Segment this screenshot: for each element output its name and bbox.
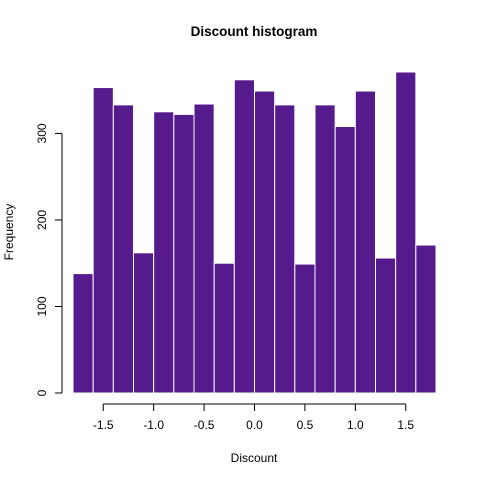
y-tick-label: 200 [35,210,49,230]
histogram-bar [72,273,94,394]
histogram-bar [153,111,175,394]
y-axis-label: Frequency [2,204,16,261]
x-tick-label: 1.0 [347,418,364,432]
histogram-bar [92,87,114,394]
histogram-bar [274,104,296,394]
x-tick-label: 0.5 [297,418,314,432]
histogram-bar [133,252,155,394]
histogram-bar [233,79,255,394]
x-axis: -1.5 -1.0 -0.5 0.0 0.5 1.0 1.5 [93,403,414,432]
y-tick-label: 100 [35,296,49,316]
histogram-bar [173,113,195,394]
x-tick-label: 0.0 [246,418,263,432]
histogram-bar [294,263,316,394]
x-tick-label: -1.5 [93,418,114,432]
histogram-bar [415,244,437,394]
histogram-bar [213,262,235,394]
histogram-bar [334,126,356,394]
histogram-bar [193,103,215,394]
y-axis: 0 100 200 300 [35,123,63,396]
y-tick-label: 0 [35,389,49,396]
chart-title: Discount histogram [191,24,318,39]
x-tick-label: 1.5 [397,418,414,432]
histogram-bar [375,257,397,394]
histogram-bar [314,104,336,394]
x-tick-label: -1.0 [143,418,164,432]
bars-group [72,71,437,394]
histogram-bar [112,104,135,394]
x-axis-label: Discount [231,451,278,465]
histogram-bar [354,90,377,394]
histogram-bar [254,90,276,394]
histogram-bar [395,71,417,394]
x-tick-label: -0.5 [194,418,215,432]
y-tick-label: 300 [35,123,49,143]
